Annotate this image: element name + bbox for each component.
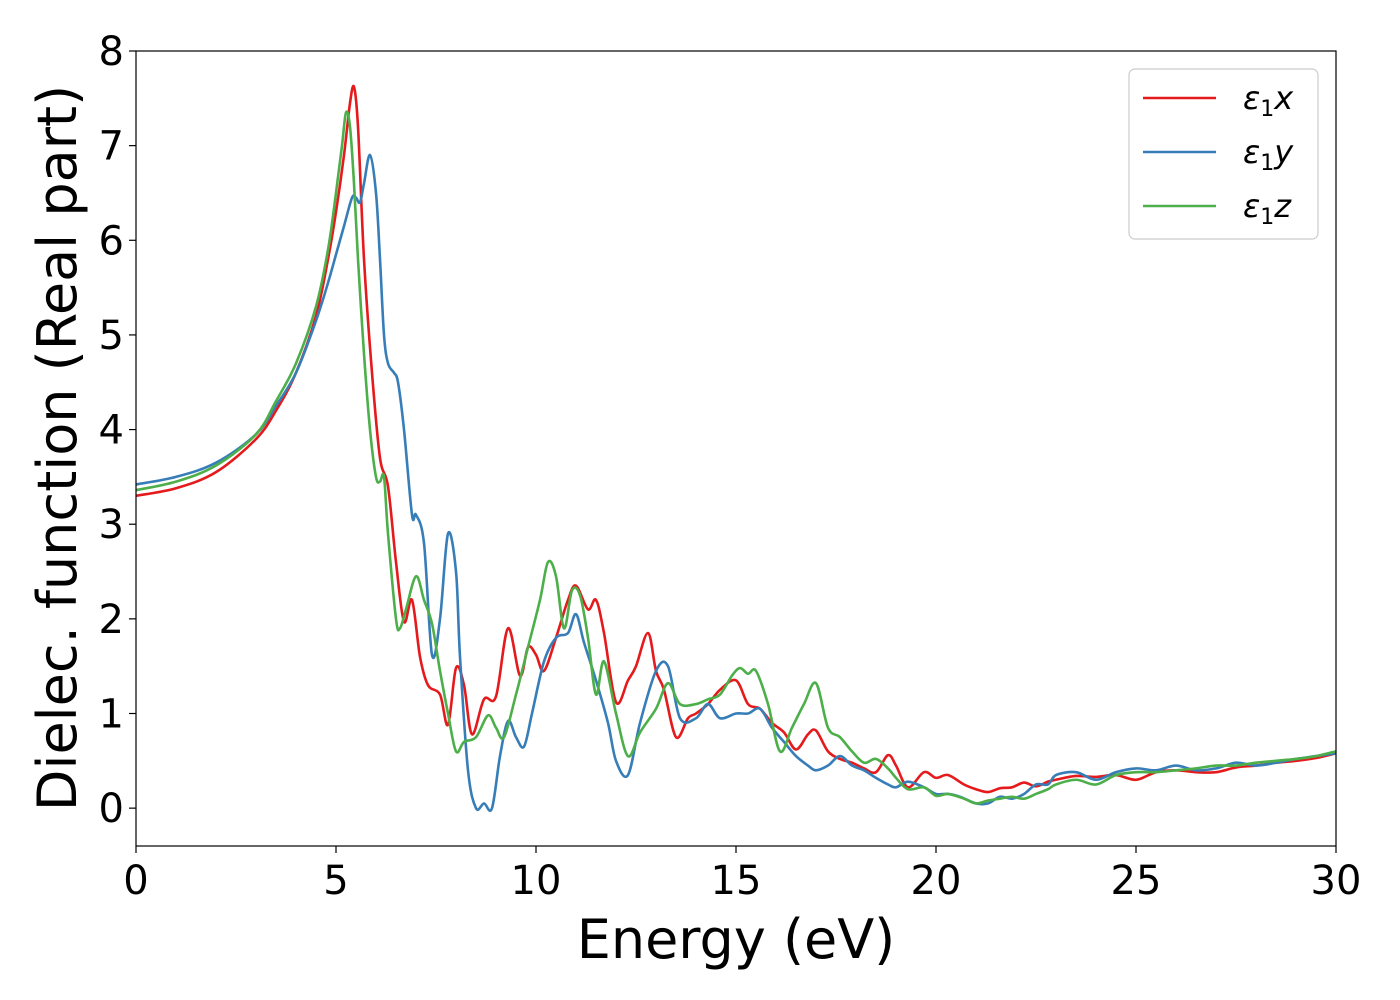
legend-box xyxy=(1128,68,1319,240)
x-tick-label: 0 xyxy=(123,858,148,904)
x-tick-label: 15 xyxy=(711,858,762,904)
y-axis-ticks: 0 1 2 3 4 5 6 7 8 xyxy=(99,29,136,832)
series-layer xyxy=(136,84,1336,813)
legend-label-x: ε1x xyxy=(1243,79,1294,122)
y-tick-label: 0 xyxy=(99,786,124,832)
x-tick-label: 20 xyxy=(911,858,962,904)
series-line-y xyxy=(136,153,1336,813)
y-tick-label: 3 xyxy=(99,502,124,548)
legend-label-y: ε1y xyxy=(1243,133,1294,176)
x-axis-ticks: 0 5 10 15 20 25 30 xyxy=(123,846,1361,904)
x-tick-label: 10 xyxy=(511,858,562,904)
x-tick-label: 5 xyxy=(323,858,348,904)
series-line-z xyxy=(136,110,1336,805)
x-axis-title: Energy (eV) xyxy=(577,908,896,971)
y-axis-title: Dielec. function (Real part) xyxy=(26,85,89,811)
y-tick-label: 2 xyxy=(99,597,124,643)
y-tick-label: 8 xyxy=(99,29,124,75)
y-tick-label: 6 xyxy=(99,218,124,264)
y-tick-label: 7 xyxy=(99,124,124,170)
legend-items: ε1x ε1y ε1z xyxy=(1143,79,1294,230)
x-tick-label: 25 xyxy=(1111,858,1162,904)
y-tick-label: 5 xyxy=(99,313,124,359)
y-tick-label: 1 xyxy=(99,692,124,738)
legend-label-z: ε1z xyxy=(1243,187,1292,230)
legend: ε1x ε1y ε1z xyxy=(1128,68,1319,240)
y-tick-label: 4 xyxy=(99,408,124,454)
x-tick-label: 30 xyxy=(1311,858,1362,904)
